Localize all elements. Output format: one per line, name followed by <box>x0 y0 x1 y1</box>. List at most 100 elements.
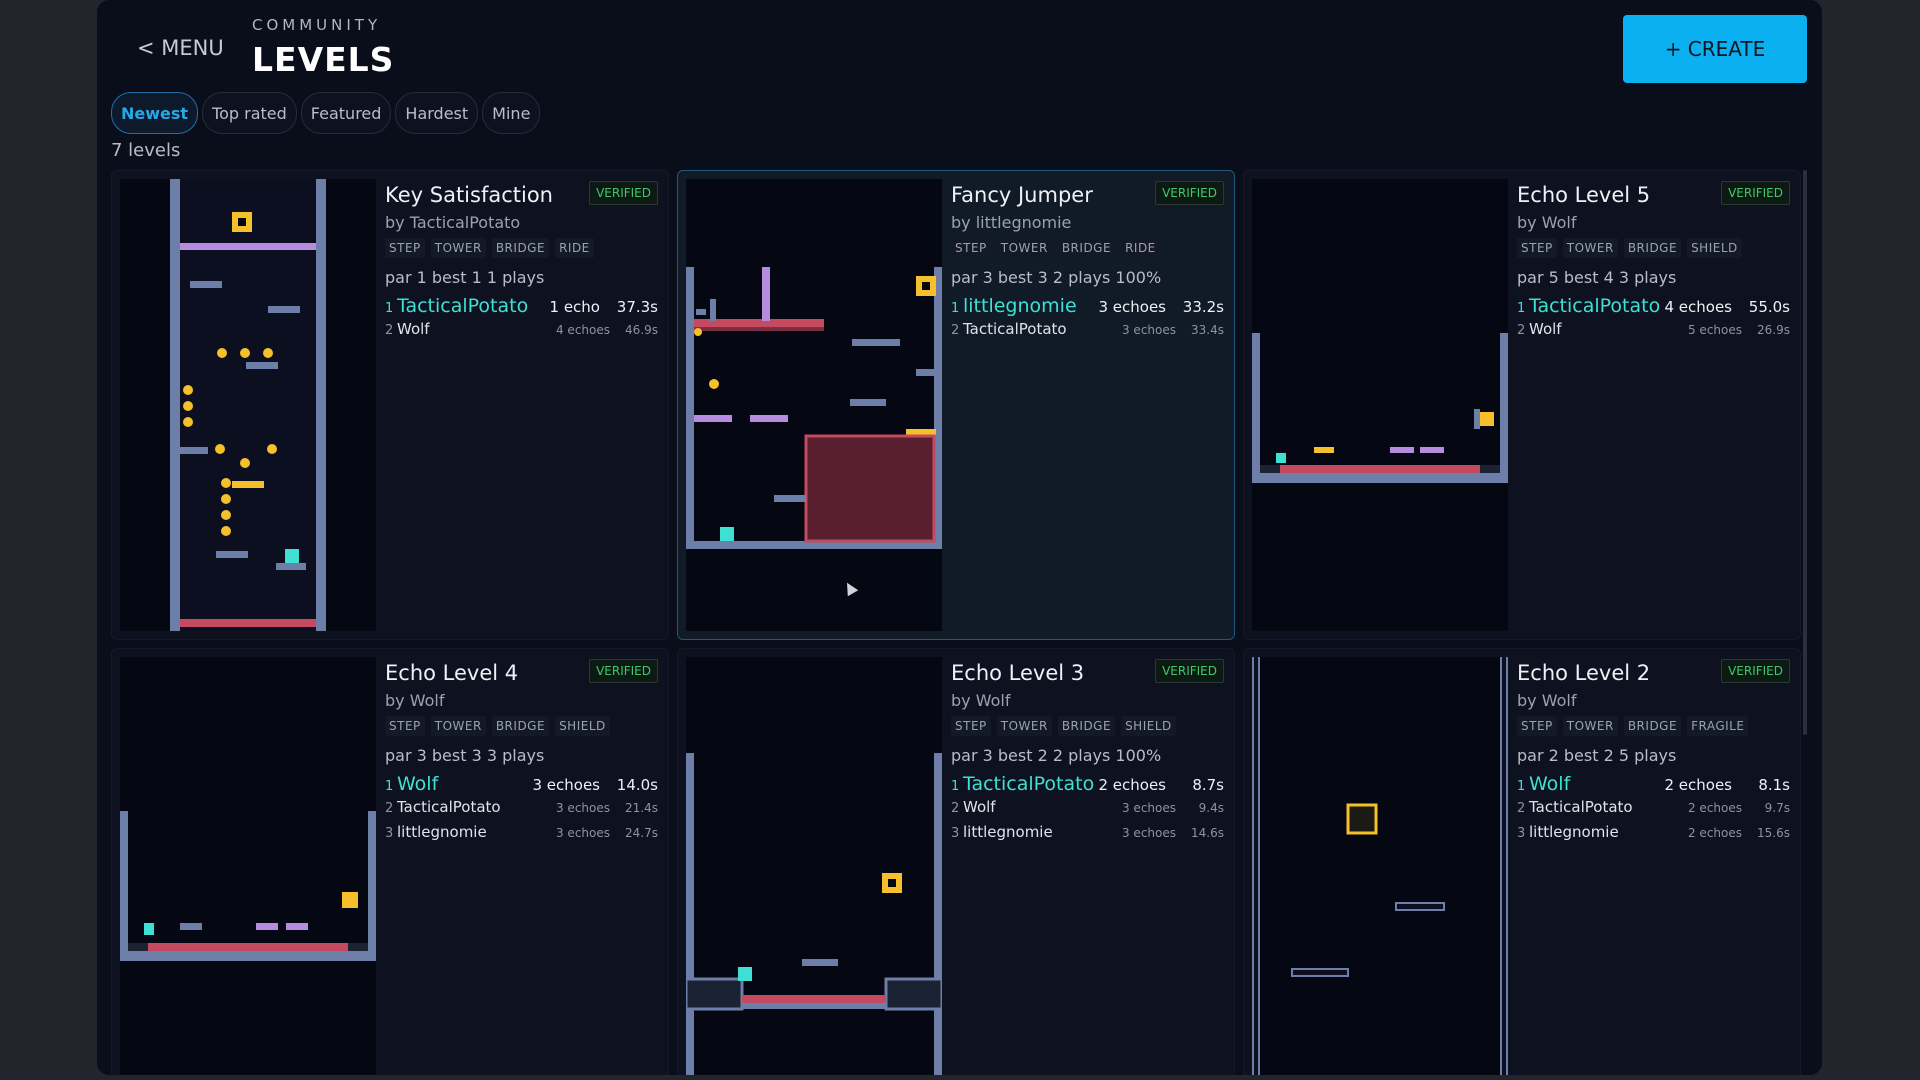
echo-count: 1 echo <box>549 298 600 316</box>
tag: BRIDGE <box>491 238 550 258</box>
leaderboard-row: 1 Wolf 3 echoes 14.0s <box>385 773 658 798</box>
rank: 2 <box>951 801 960 816</box>
section-kicker: COMMUNITY <box>252 16 382 34</box>
levels-panel: < MENU COMMUNITY LEVELS + CREATE Newest … <box>97 0 1822 1075</box>
verified-badge: VERIFIED <box>589 181 658 205</box>
leaderboard-row: 2 TacticalPotato 2 echoes 9.7s <box>1517 798 1790 823</box>
player-name: TacticalPotato <box>963 320 1067 338</box>
verified-badge: VERIFIED <box>1155 181 1224 205</box>
echo-count: 3 echoes <box>1098 298 1166 316</box>
tag: BRIDGE <box>1057 716 1116 736</box>
leaderboard-row: 3 littlegnomie 3 echoes 24.7s <box>385 823 658 848</box>
rank: 1 <box>1517 301 1526 316</box>
level-name: Key Satisfaction <box>385 183 553 207</box>
level-card[interactable]: Echo Level 4 VERIFIED by Wolf STEP TOWER… <box>111 648 669 1075</box>
tab-top-rated[interactable]: Top rated <box>202 92 297 134</box>
tag: TOWER <box>996 238 1052 258</box>
rank: 2 <box>951 323 960 338</box>
tag: TOWER <box>1562 238 1618 258</box>
level-name: Echo Level 3 <box>951 661 1085 685</box>
run-time: 14.6s <box>1191 826 1224 840</box>
level-card[interactable]: Echo Level 3 VERIFIED by Wolf STEP TOWER… <box>677 648 1235 1075</box>
level-card[interactable]: Echo Level 5 VERIFIED by Wolf STEP TOWER… <box>1243 170 1801 640</box>
tag: STEP <box>951 238 991 258</box>
level-stats: par 3 best 2 2 plays 100% <box>951 746 1162 765</box>
level-card[interactable]: Echo Level 2 VERIFIED by Wolf STEP TOWER… <box>1243 648 1801 1075</box>
level-tags: STEP TOWER BRIDGE FRAGILE <box>1517 716 1790 736</box>
tab-hardest[interactable]: Hardest <box>395 92 479 134</box>
tag: STEP <box>1517 716 1557 736</box>
level-thumbnail <box>686 657 942 1075</box>
level-info: Echo Level 4 VERIFIED by Wolf STEP TOWER… <box>385 657 658 848</box>
echo-count: 3 echoes <box>1121 323 1176 337</box>
echo-count: 5 echoes <box>1687 323 1742 337</box>
tag: STEP <box>951 716 991 736</box>
rank: 1 <box>951 779 960 794</box>
tag: BRIDGE <box>491 716 550 736</box>
tag: TOWER <box>996 716 1052 736</box>
filter-tabs: Newest Top rated Featured Hardest Mine <box>111 92 541 134</box>
tag: BRIDGE <box>1623 238 1682 258</box>
menu-back-link[interactable]: < MENU <box>137 36 224 60</box>
create-level-button[interactable]: + CREATE <box>1623 15 1807 83</box>
leaderboard: 1 Wolf 2 echoes 8.1s 2 TacticalPotato 2 … <box>1517 773 1790 848</box>
level-info: Echo Level 5 VERIFIED by Wolf STEP TOWER… <box>1517 179 1790 345</box>
level-tags: STEP TOWER BRIDGE SHIELD <box>951 716 1224 736</box>
echo-count: 4 echoes <box>555 323 610 337</box>
run-time: 21.4s <box>625 801 658 815</box>
tag: RIDE <box>1121 238 1160 258</box>
rank: 1 <box>385 301 394 316</box>
echo-count: 2 echoes <box>1687 826 1742 840</box>
leaderboard: 1 Wolf 3 echoes 14.0s 2 TacticalPotato 3… <box>385 773 658 848</box>
run-time: 24.7s <box>625 826 658 840</box>
level-author: by Wolf <box>1517 691 1577 710</box>
leaderboard-row: 1 TacticalPotato 2 echoes 8.7s <box>951 773 1224 798</box>
level-name: Fancy Jumper <box>951 183 1093 207</box>
verified-badge: VERIFIED <box>1721 181 1790 205</box>
scrollbar[interactable] <box>1803 170 1807 735</box>
rank: 3 <box>1517 826 1526 841</box>
rank: 3 <box>385 826 394 841</box>
level-info: Echo Level 3 VERIFIED by Wolf STEP TOWER… <box>951 657 1224 848</box>
leaderboard-row: 3 littlegnomie 3 echoes 14.6s <box>951 823 1224 848</box>
tag: STEP <box>1517 238 1557 258</box>
level-thumbnail <box>1252 657 1508 1075</box>
echo-count: 3 echoes <box>555 801 610 815</box>
rank: 1 <box>951 301 960 316</box>
verified-badge: VERIFIED <box>589 659 658 683</box>
echo-count: 3 echoes <box>532 776 600 794</box>
level-stats: par 3 best 3 3 plays <box>385 746 545 765</box>
player-name: littlegnomie <box>1529 823 1619 841</box>
level-author: by Wolf <box>385 691 445 710</box>
echo-count: 3 echoes <box>1121 801 1176 815</box>
player-name: littlegnomie <box>963 295 1077 317</box>
tab-mine[interactable]: Mine <box>482 92 541 134</box>
level-stats: par 5 best 4 3 plays <box>1517 268 1677 287</box>
echo-count: 3 echoes <box>1121 826 1176 840</box>
level-tags: STEP TOWER BRIDGE SHIELD <box>1517 238 1790 258</box>
run-time: 8.1s <box>1758 776 1790 794</box>
level-name: Echo Level 4 <box>385 661 519 685</box>
tag: TOWER <box>430 716 486 736</box>
player-name: Wolf <box>397 320 430 338</box>
leaderboard-row: 2 TacticalPotato 3 echoes 33.4s <box>951 320 1224 345</box>
rank: 1 <box>385 779 394 794</box>
level-name: Echo Level 5 <box>1517 183 1651 207</box>
tab-newest[interactable]: Newest <box>111 92 199 134</box>
leaderboard-row: 3 littlegnomie 2 echoes 15.6s <box>1517 823 1790 848</box>
tab-featured[interactable]: Featured <box>300 92 392 134</box>
run-time: 33.2s <box>1182 298 1224 316</box>
level-card[interactable]: Key Satisfaction VERIFIED by TacticalPot… <box>111 170 669 640</box>
leaderboard-row: 2 Wolf 4 echoes 46.9s <box>385 320 658 345</box>
player-name: Wolf <box>1529 773 1571 795</box>
run-time: 14.0s <box>616 776 658 794</box>
run-time: 8.7s <box>1192 776 1224 794</box>
rank: 2 <box>1517 801 1526 816</box>
level-card[interactable]: Fancy Jumper VERIFIED by littlegnomie ST… <box>677 170 1235 640</box>
leaderboard: 1 TacticalPotato 4 echoes 55.0s 2 Wolf 5… <box>1517 295 1790 345</box>
echo-count: 2 echoes <box>1098 776 1166 794</box>
echo-count: 2 echoes <box>1664 776 1732 794</box>
level-author: by Wolf <box>951 691 1011 710</box>
level-author: by TacticalPotato <box>385 213 521 232</box>
tag: TOWER <box>1562 716 1618 736</box>
